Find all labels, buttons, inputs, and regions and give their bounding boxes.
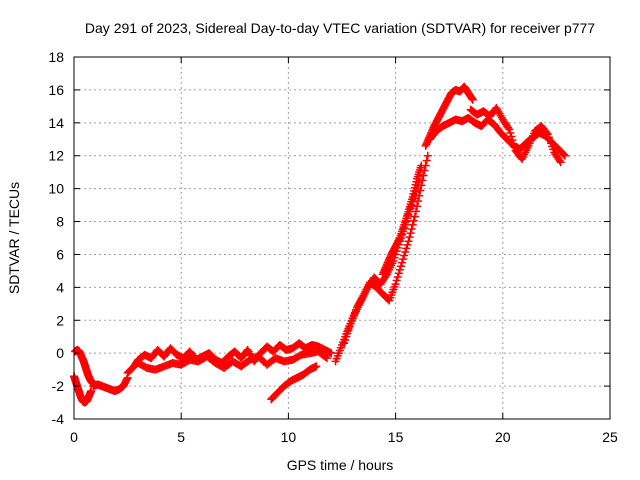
data-point <box>312 362 321 371</box>
x-tick-label: 5 <box>177 429 185 445</box>
data-point <box>394 269 403 278</box>
data-point <box>509 139 518 148</box>
y-tick-label: 10 <box>48 181 64 197</box>
y-axis-label: SDTVAR / TECUs <box>6 182 22 294</box>
grid <box>74 57 610 419</box>
data-point <box>398 258 407 267</box>
y-tick-label: 6 <box>56 246 64 262</box>
data-point <box>419 171 428 180</box>
data-point <box>405 233 414 242</box>
data-point <box>404 237 413 246</box>
y-tick-label: 18 <box>48 49 64 65</box>
data-point <box>505 125 514 134</box>
data-point <box>415 191 424 200</box>
data-point <box>399 255 408 264</box>
data-point <box>556 158 565 167</box>
data-point <box>402 244 411 253</box>
axis-ticks: 0 5 10 15 20 25 -4 -2 0 2 4 6 8 10 12 14 16 18 <box>48 49 618 445</box>
y-tick-label: 8 <box>56 214 64 230</box>
data-point <box>411 207 420 216</box>
data-points <box>70 82 569 407</box>
data-point <box>327 349 336 358</box>
data-point <box>393 272 402 281</box>
y-tick-label: 4 <box>56 279 64 295</box>
x-tick-label: 15 <box>388 429 404 445</box>
y-tick-label: -4 <box>52 411 65 427</box>
data-point <box>414 196 423 205</box>
data-point <box>409 216 418 225</box>
data-point <box>407 224 416 233</box>
chart-title: Day 291 of 2023, Sidereal Day-to-day VTE… <box>85 20 595 36</box>
y-tick-label: 12 <box>48 148 64 164</box>
data-point <box>417 161 426 170</box>
data-point <box>418 176 427 185</box>
y-tick-label: -2 <box>52 378 65 394</box>
plot-frame <box>73 56 611 420</box>
data-point <box>395 265 404 274</box>
data-point <box>396 262 405 271</box>
data-point <box>542 128 551 137</box>
data-point <box>468 95 477 104</box>
data-point <box>423 151 432 160</box>
data-point <box>410 212 419 221</box>
data-point <box>322 354 331 363</box>
y-tick-label: 14 <box>48 115 64 131</box>
data-point <box>401 247 410 256</box>
y-tick-label: 0 <box>56 345 64 361</box>
data-point <box>422 156 431 165</box>
data-point <box>403 240 412 249</box>
data-point <box>406 229 415 238</box>
data-point <box>508 136 517 145</box>
data-point <box>321 353 330 362</box>
data-point <box>504 123 513 132</box>
data-point <box>391 280 400 289</box>
data-point <box>555 156 564 165</box>
data-point <box>408 220 417 229</box>
data-point <box>507 132 516 141</box>
data-point <box>87 387 96 396</box>
x-tick-label: 0 <box>70 429 78 445</box>
data-point <box>392 276 401 285</box>
x-tick-label: 20 <box>495 429 511 445</box>
data-point <box>559 150 568 159</box>
data-point <box>510 143 519 152</box>
x-axis-label: GPS time / hours <box>287 457 394 473</box>
y-tick-label: 16 <box>48 82 64 98</box>
x-tick-label: 25 <box>602 429 618 445</box>
data-point <box>413 202 422 211</box>
x-tick-label: 10 <box>281 429 297 445</box>
data-point <box>560 151 569 160</box>
y-tick-label: 2 <box>56 312 64 328</box>
data-point <box>400 251 409 260</box>
data-point <box>506 128 515 137</box>
